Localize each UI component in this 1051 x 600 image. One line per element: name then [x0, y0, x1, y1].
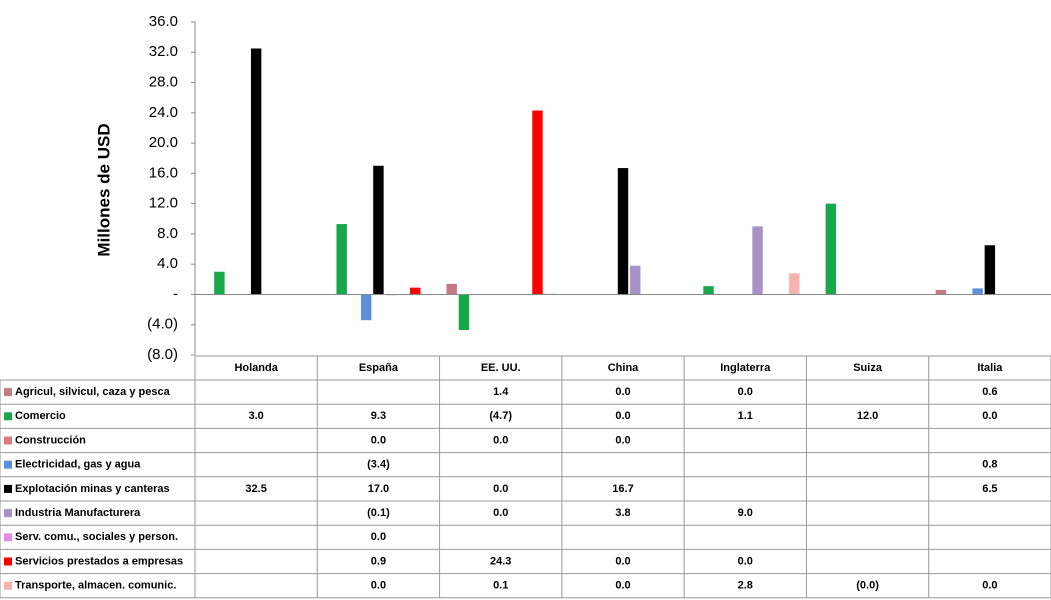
bar: [936, 290, 946, 295]
table-value: 24.3: [490, 555, 511, 567]
legend-label: Serv. comu., sociales y person.: [15, 531, 178, 543]
table-value: 0.6: [982, 386, 997, 398]
table-value: (0.1): [367, 507, 390, 519]
bar: [214, 272, 224, 295]
y-tick-label: 36.0: [149, 13, 178, 30]
table-value: 9.3: [371, 410, 386, 422]
legend-label: Construcción: [15, 434, 86, 446]
bar: [410, 288, 420, 295]
table-value: 0.0: [615, 434, 630, 446]
table-value: 16.7: [612, 483, 633, 495]
table-value: 2.8: [738, 580, 753, 592]
legend-swatch: [4, 582, 12, 590]
y-tick-label: 24.0: [149, 104, 178, 121]
table-value: 0.0: [371, 531, 386, 543]
y-tick-label: 20.0: [149, 134, 178, 151]
table-value: (0.0): [856, 580, 879, 592]
table-value: 0.0: [493, 483, 508, 495]
legend-label: Transporte, almacen. comunic.: [15, 580, 176, 592]
table-value: 0.0: [615, 555, 630, 567]
x-tick-label: España: [359, 362, 399, 374]
table-value: 0.0: [982, 580, 997, 592]
table-value: 12.0: [857, 410, 878, 422]
table-value: 0.0: [738, 555, 753, 567]
x-tick-label: Italia: [977, 362, 1003, 374]
table-value: (3.4): [367, 459, 390, 471]
table-value: 0.0: [615, 386, 630, 398]
legend-swatch: [4, 485, 12, 493]
bar: [972, 288, 982, 294]
table-value: 0.8: [982, 459, 997, 471]
table-value: 17.0: [368, 483, 389, 495]
y-tick-label: 8.0: [157, 225, 178, 242]
legend-swatch: [4, 558, 12, 566]
bar: [789, 273, 799, 294]
bar: [459, 294, 469, 330]
table-value: 0.0: [371, 580, 386, 592]
legend-label: Comercio: [15, 410, 66, 422]
table-value: 32.5: [245, 483, 266, 495]
table-value: 0.0: [493, 434, 508, 446]
table-value: 0.0: [615, 410, 630, 422]
legend-swatch: [4, 388, 12, 396]
bar: [336, 224, 346, 294]
legend-label: Servicios prestados a empresas: [15, 555, 183, 567]
legend-swatch: [4, 509, 12, 517]
bar: [373, 166, 383, 295]
bar: [446, 284, 456, 295]
table-value: 0.0: [738, 386, 753, 398]
table-value: 6.5: [982, 483, 997, 495]
bar: [985, 245, 995, 294]
table-value: 3.0: [248, 410, 263, 422]
legend-swatch: [4, 437, 12, 445]
legend-label: Agricul, silvicul, caza y pesca: [15, 386, 171, 398]
chart: Millones de USD 36.0 32.0 28.0 24.0 20.0 16.0…: [0, 0, 1051, 600]
table-value: 0.1: [493, 580, 508, 592]
legend-swatch: [4, 412, 12, 420]
bar: [532, 111, 542, 295]
bar: [703, 286, 713, 294]
legend-label: Explotación minas y canteras: [15, 483, 170, 495]
data-table: Holanda España EE. UU. China Inglaterra Suiza…: [0, 356, 1051, 598]
y-axis-label: Millones de USD: [94, 123, 113, 256]
table-value: 1.4: [493, 386, 509, 398]
legend-swatch: [4, 533, 12, 541]
table-value: 0.0: [493, 507, 508, 519]
table-value: 0.0: [371, 434, 386, 446]
x-tick-label: China: [608, 362, 639, 374]
y-tick-label: -: [173, 285, 178, 302]
x-tick-label: Holanda: [234, 362, 278, 374]
bar: [251, 48, 261, 294]
y-tick-label: 16.0: [149, 164, 178, 181]
y-tick-label: 28.0: [149, 74, 178, 91]
bar: [826, 204, 836, 295]
y-tick-label: 4.0: [157, 255, 178, 272]
table-value: 9.0: [738, 507, 753, 519]
legend-swatch: [4, 461, 12, 469]
bar: [361, 294, 371, 320]
legend-label: Electricidad, gas y agua: [15, 459, 141, 471]
y-tick-label: (8.0): [147, 346, 178, 363]
bar: [752, 226, 762, 294]
table-value: (4.7): [489, 410, 512, 422]
table-value: 3.8: [615, 507, 630, 519]
y-tick-label: 32.0: [149, 43, 178, 60]
table-value: 1.1: [738, 410, 753, 422]
table-value: 0.0: [982, 410, 997, 422]
table-value: 0.9: [371, 555, 386, 567]
legend-label: Industria Manufacturera: [15, 507, 141, 519]
x-tick-label: Inglaterra: [720, 362, 771, 374]
x-tick-label: EE. UU.: [481, 362, 521, 374]
x-tick-label: Suiza: [853, 362, 883, 374]
table-value: 0.0: [615, 580, 630, 592]
bar: [618, 168, 628, 294]
bar: [630, 266, 640, 295]
y-tick-label: (4.0): [147, 316, 178, 333]
y-tick-label: 12.0: [149, 195, 178, 212]
